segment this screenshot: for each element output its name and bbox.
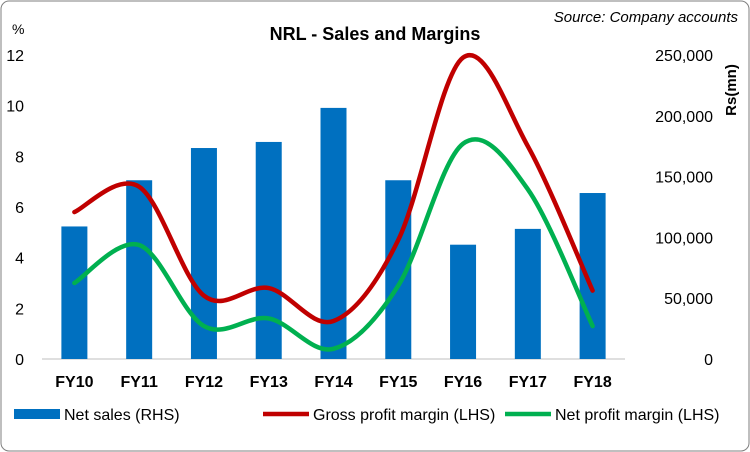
right-tick-label: 100,000 bbox=[655, 230, 713, 247]
bar-net-sales bbox=[579, 193, 606, 359]
legend-label: Net profit margin (LHS) bbox=[555, 407, 720, 424]
right-axis-label: Rs(mn) bbox=[723, 64, 740, 116]
x-tick-label: FY15 bbox=[379, 374, 417, 391]
right-tick-label: 150,000 bbox=[655, 170, 713, 187]
x-tick-label: FY13 bbox=[250, 374, 288, 391]
left-tick-label: 0 bbox=[15, 352, 24, 369]
bar-net-sales bbox=[255, 141, 282, 359]
left-tick-label: 4 bbox=[15, 251, 24, 268]
left-tick-label: 8 bbox=[15, 149, 24, 166]
right-tick-label: 250,000 bbox=[655, 48, 713, 65]
line-net-margin bbox=[72, 137, 595, 352]
x-tick-label: FY10 bbox=[55, 374, 93, 391]
right-tick-label: 50,000 bbox=[664, 291, 713, 308]
x-tick-label: FY17 bbox=[509, 374, 547, 391]
bar-net-sales bbox=[61, 226, 88, 359]
x-tick-label: FY11 bbox=[120, 374, 157, 391]
right-tick-label: 0 bbox=[704, 352, 713, 369]
bar-net-sales bbox=[126, 180, 153, 359]
left-axis-label: % bbox=[12, 21, 24, 37]
left-tick-label: 2 bbox=[15, 301, 24, 318]
x-tick-label: FY16 bbox=[444, 374, 482, 391]
left-tick-label: 12 bbox=[6, 48, 24, 65]
bar-net-sales bbox=[514, 228, 541, 359]
legend-label: Gross profit margin (LHS) bbox=[313, 407, 495, 424]
legend-label: Net sales (RHS) bbox=[64, 407, 180, 424]
x-tick-label: FY12 bbox=[185, 374, 223, 391]
line-gross-margin bbox=[72, 53, 595, 325]
legend-swatch-bar bbox=[14, 409, 60, 419]
left-tick-label: 6 bbox=[15, 200, 24, 217]
right-tick-label: 200,000 bbox=[655, 109, 713, 126]
x-tick-label: FY18 bbox=[573, 374, 611, 391]
chart-title: NRL - Sales and Margins bbox=[270, 24, 481, 44]
source-note: Source: Company accounts bbox=[554, 9, 739, 26]
x-tick-label: FY14 bbox=[314, 374, 352, 391]
bar-net-sales bbox=[450, 244, 477, 359]
left-tick-label: 10 bbox=[6, 99, 24, 116]
